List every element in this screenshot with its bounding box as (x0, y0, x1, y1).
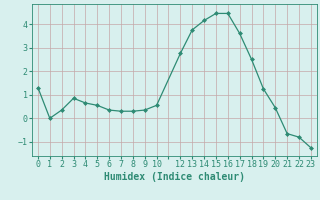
X-axis label: Humidex (Indice chaleur): Humidex (Indice chaleur) (104, 172, 245, 182)
